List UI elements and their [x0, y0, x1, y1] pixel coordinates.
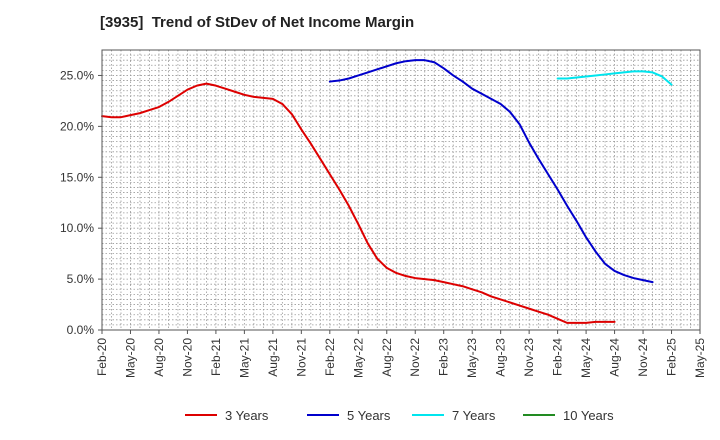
- x-tick-label: Nov-20: [180, 338, 194, 377]
- y-tick-label: 10.0%: [60, 221, 94, 235]
- x-tick-label: Aug-22: [380, 338, 394, 377]
- x-tick-label: Aug-20: [152, 338, 166, 377]
- plot-area: [102, 50, 700, 330]
- x-tick-label: Feb-21: [209, 338, 223, 376]
- x-tick-label: May-20: [123, 338, 137, 378]
- x-tick-label: Feb-20: [95, 338, 109, 376]
- x-tick-label: Feb-25: [665, 338, 679, 376]
- x-tick-label: May-21: [237, 338, 251, 378]
- x-tick-label: Nov-23: [522, 338, 536, 377]
- x-tick-label: May-25: [693, 338, 707, 378]
- axes: 0.0% 5.0% 10.0% 15.0% 20.0% 25.0% Feb-20 May-20…: [60, 49, 707, 378]
- x-tick-label: Nov-24: [636, 338, 650, 377]
- x-tick-label: Nov-21: [294, 338, 308, 377]
- legend-label: 10 Years: [563, 408, 614, 423]
- legend-label: 5 Years: [347, 408, 391, 423]
- legend: 3 Years 5 Years 7 Years 10 Years: [185, 408, 614, 423]
- y-tick-label: 20.0%: [60, 119, 94, 133]
- plot-border: [101, 49, 701, 331]
- series-line-3-years: [101, 82, 616, 324]
- grid-lines: [101, 49, 701, 331]
- y-tick-label: 25.0%: [60, 68, 94, 82]
- y-tick-label: 0.0%: [67, 323, 95, 337]
- x-tick-label: Feb-22: [323, 338, 337, 376]
- x-tick-label: May-24: [579, 338, 593, 378]
- plot-background: [102, 50, 700, 330]
- series-line-5-years: [328, 59, 654, 284]
- x-tick-label: Aug-24: [608, 338, 622, 377]
- x-tick-label: Aug-21: [266, 338, 280, 377]
- x-tick-label: Feb-24: [551, 338, 565, 376]
- x-tick-label: Aug-23: [494, 338, 508, 377]
- chart-title: [3935] Trend of StDev of Net Income Marg…: [100, 14, 415, 31]
- x-tick-label: Nov-22: [408, 338, 422, 377]
- x-tick-label: May-22: [351, 338, 365, 378]
- y-tick-label: 5.0%: [67, 272, 95, 286]
- x-tick-label: Feb-23: [437, 338, 451, 376]
- legend-label: 7 Years: [452, 408, 496, 423]
- series-line-7-years: [556, 70, 673, 86]
- legend-label: 3 Years: [225, 408, 269, 423]
- x-tick-label: May-23: [465, 338, 479, 378]
- series-lines: [101, 59, 673, 324]
- y-tick-label: 15.0%: [60, 170, 94, 184]
